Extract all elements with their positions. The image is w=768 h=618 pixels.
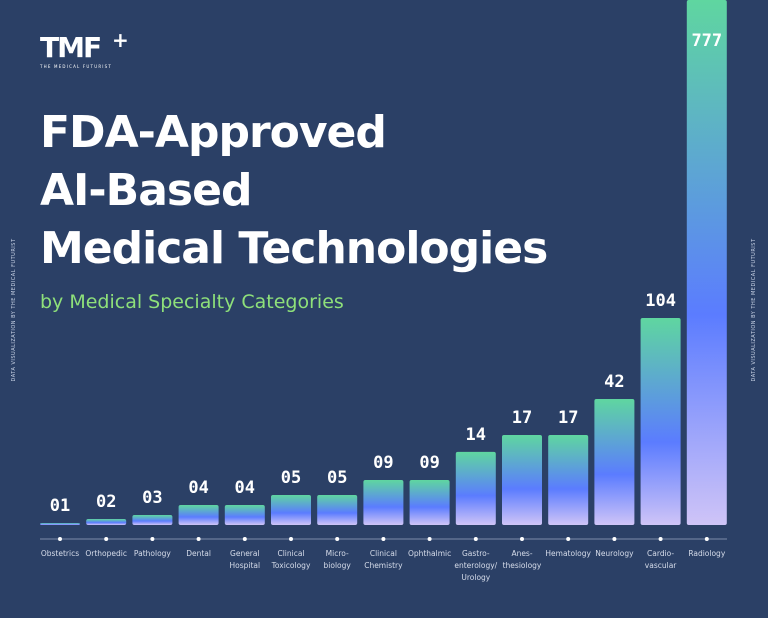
- title-line: FDA-Approved: [40, 107, 387, 158]
- bar: [224, 505, 265, 525]
- bar: [317, 495, 358, 525]
- category-label: Cardio- vascular: [644, 549, 677, 570]
- category-label: Hematology: [545, 549, 591, 558]
- data-label: 04: [235, 478, 255, 498]
- category-label: Gastro- enterology/ Urology: [454, 549, 498, 582]
- data-label: 04: [188, 478, 208, 498]
- category-label: Neurology: [595, 549, 634, 558]
- data-label: 03: [142, 488, 162, 508]
- bar: [455, 451, 496, 525]
- category-label: Obstetrics: [40, 549, 80, 558]
- logo-text: TMF: [40, 31, 102, 64]
- axis-tick-dot: [566, 537, 571, 541]
- data-label: 05: [327, 468, 347, 488]
- data-label: 104: [645, 291, 676, 311]
- data-label: 05: [281, 468, 301, 488]
- axis-tick-dot: [150, 537, 155, 541]
- category-label: Anes- thesiology: [502, 549, 542, 570]
- data-label: 17: [512, 408, 532, 428]
- title-line: Medical Technologies: [40, 223, 548, 274]
- category-label: Ophthalmic: [407, 549, 452, 558]
- category-label: Clinical Chemistry: [364, 549, 403, 570]
- axis-tick-dot: [427, 537, 432, 541]
- bar: [548, 435, 589, 525]
- axis-tick-dot: [289, 537, 293, 541]
- title-line: AI-Based: [40, 165, 252, 216]
- bar: [594, 399, 635, 525]
- category-label: Pathology: [133, 549, 171, 558]
- axis-tick-dot: [704, 537, 709, 541]
- data-label: 01: [50, 496, 70, 516]
- logo-subtitle: THE MEDICAL FUTURIST: [40, 64, 113, 69]
- data-label: 09: [419, 453, 439, 473]
- bar: [686, 0, 727, 525]
- data-label: 42: [604, 372, 624, 392]
- bar: [363, 480, 404, 525]
- axis-tick-dot: [242, 537, 247, 541]
- category-label: General Hospital: [229, 549, 261, 570]
- bar: [40, 523, 80, 525]
- data-label: 02: [96, 492, 116, 512]
- bar: [86, 519, 127, 525]
- logo: TMF + THE MEDICAL FUTURIST: [40, 28, 129, 69]
- bar: [502, 435, 542, 525]
- bar: [409, 480, 450, 525]
- bar: [271, 495, 311, 525]
- category-label: Clinical Toxicology: [271, 549, 311, 570]
- data-label: 17: [558, 408, 578, 428]
- axis-tick-dot: [58, 537, 62, 541]
- logo-plus: +: [112, 28, 129, 52]
- category-label: Radiology: [688, 549, 726, 558]
- data-label: 09: [373, 453, 393, 473]
- category-label: Orthopedic: [85, 549, 127, 558]
- category-label: Micro- biology: [323, 549, 351, 570]
- chart-title: FDA-Approved AI-Based Medical Technologi…: [40, 104, 548, 278]
- axis-tick-dot: [658, 537, 663, 541]
- axis-tick-dot: [381, 537, 386, 541]
- data-label: 777: [691, 31, 722, 51]
- axis-tick-dot: [104, 537, 109, 541]
- bar: [132, 515, 173, 525]
- bar: [178, 505, 219, 525]
- axis-tick-dot: [612, 537, 617, 541]
- chart-subtitle: by Medical Specialty Categories: [40, 291, 344, 313]
- axis-tick-dot: [335, 537, 340, 541]
- axis-tick-dot: [196, 537, 201, 541]
- data-label: 14: [466, 425, 486, 445]
- bar: [640, 318, 681, 525]
- axis-tick-dot: [473, 537, 478, 541]
- category-label: Dental: [186, 549, 211, 558]
- axis-tick-dot: [520, 537, 524, 541]
